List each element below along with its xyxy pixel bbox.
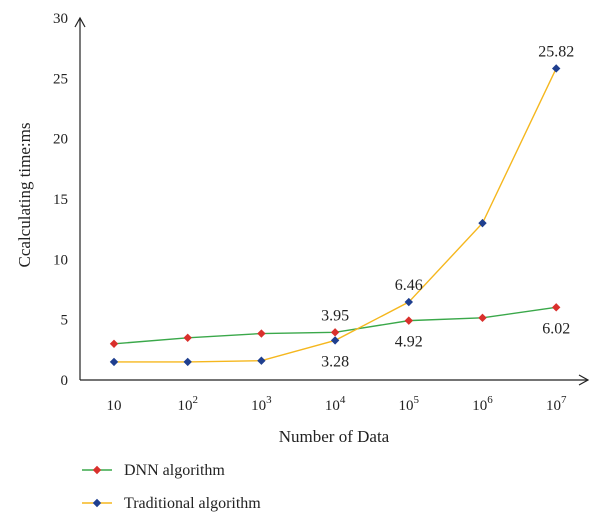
- data-label: 3.28: [321, 353, 349, 370]
- series-2-point: [183, 357, 192, 367]
- x-tick-label: 10: [107, 398, 122, 414]
- y-tick-label: 25: [53, 71, 68, 87]
- x-axis-arrow: [578, 374, 590, 386]
- data-label: 6.02: [542, 320, 570, 337]
- legend-label-1: DNN algorithm: [124, 462, 225, 479]
- x-tick-label: 102: [177, 394, 198, 414]
- y-tick-label: 0: [61, 373, 69, 389]
- y-tick-label: 30: [53, 11, 68, 27]
- y-axis-title: Ccalculating time:ms: [15, 123, 34, 268]
- series-2-point: [257, 356, 266, 365]
- series-1-point: [552, 303, 561, 312]
- data-label: 3.95: [321, 307, 349, 324]
- x-tick-label: 105: [399, 394, 420, 414]
- x-tick-label: 106: [472, 394, 493, 414]
- series-1-point: [478, 313, 487, 323]
- legend-marker-2: [92, 498, 102, 508]
- y-tick-label: 15: [53, 192, 68, 208]
- series-2-point: [478, 218, 487, 228]
- series-2-point: [552, 64, 561, 73]
- y-tick-label: 5: [61, 313, 69, 329]
- legend-label-2: Traditional algorithm: [124, 495, 261, 512]
- series-2-point: [404, 297, 413, 307]
- series-1-point: [404, 316, 413, 325]
- series-1-point: [183, 333, 192, 342]
- data-label: 6.46: [395, 277, 423, 294]
- data-label: 25.82: [538, 43, 574, 60]
- y-tick-label: 20: [53, 132, 68, 148]
- series-1-point: [109, 339, 119, 348]
- y-tick-label: 10: [53, 252, 68, 268]
- x-axis-title: Number of Data: [279, 427, 390, 446]
- x-tick-label: 104: [325, 394, 346, 414]
- series-1-point: [330, 328, 340, 337]
- series-1-point: [257, 329, 266, 338]
- series-2-point: [330, 336, 340, 345]
- legend-marker-1: [92, 465, 102, 475]
- x-tick-label: 107: [546, 394, 567, 414]
- series-2-point: [109, 357, 119, 367]
- x-tick-label: 103: [251, 394, 272, 414]
- y-axis-arrow: [74, 16, 86, 28]
- data-label: 4.92: [395, 334, 423, 351]
